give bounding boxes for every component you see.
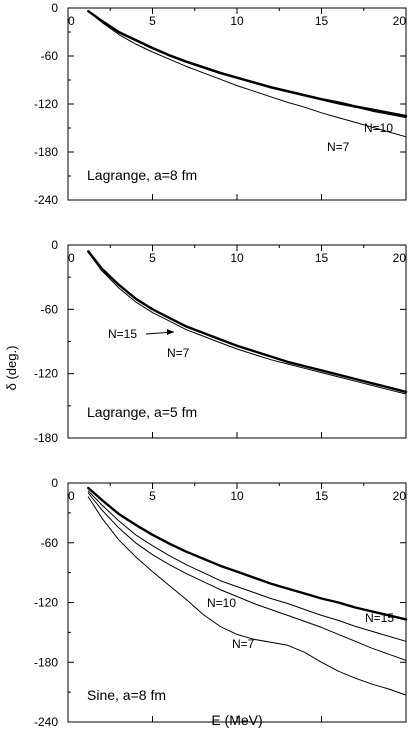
curve-label: N=7	[167, 346, 190, 360]
x-tick-label: 10	[230, 489, 244, 503]
curve-label: N=15	[365, 611, 394, 625]
panel-annotation: Sine, a=8 fm	[87, 687, 166, 703]
x-tick-label: 15	[315, 251, 329, 265]
curve-label: N=15	[108, 327, 137, 341]
y-tick-label: -180	[34, 655, 58, 669]
x-tick-label: 15	[315, 14, 329, 28]
x-tick-label: 0	[68, 251, 75, 265]
series-line-converged	[87, 486, 408, 621]
y-tick-label: -180	[34, 145, 58, 159]
y-axis-label: δ (deg.)	[4, 346, 19, 391]
y-tick-label: -60	[41, 302, 59, 316]
series-line-n7	[87, 10, 407, 138]
curve-label: N=10	[207, 596, 236, 610]
x-tick-label: 15	[315, 489, 329, 503]
y-tick-label: -240	[34, 193, 58, 207]
chart-panel-1: 0 5 10 15 20 0 -60 -120 -180 -240 Lagrange, a=8 fm…	[34, 1, 408, 207]
x-tick-label: 0	[68, 489, 75, 503]
y-tick-label: 0	[51, 1, 58, 15]
series-line-n7	[87, 496, 407, 696]
chart-panel-3: 0 5 10 15 20 0 -60 -120 -180 -240 Sine, a=8 fm N=10…	[34, 476, 408, 729]
curve-label: N=10	[364, 121, 393, 135]
x-tick-label: 5	[149, 489, 156, 503]
series-line-n15	[87, 490, 407, 642]
y-tick-label: -60	[41, 536, 59, 550]
x-tick-label: 20	[393, 489, 407, 503]
series-line-n10	[87, 10, 407, 119]
curve-label: N=7	[327, 140, 350, 154]
series-line-n10	[87, 492, 407, 661]
y-tick-label: -180	[34, 431, 58, 445]
y-tick-label: -120	[34, 596, 58, 610]
series-line-n15	[87, 250, 408, 394]
curve-label: N=7	[232, 637, 255, 651]
y-tick-label: 0	[51, 238, 58, 252]
x-tick-label: 20	[393, 14, 407, 28]
series-line-converged	[87, 10, 408, 118]
x-tick-label: 20	[393, 251, 407, 265]
y-tick-label: -120	[34, 367, 58, 381]
y-tick-label: -120	[34, 97, 58, 111]
series-line-n7	[87, 252, 407, 395]
y-tick-label: -240	[34, 715, 58, 729]
panel-annotation: Lagrange, a=8 fm	[87, 167, 197, 183]
y-tick-label: -60	[41, 49, 59, 63]
panel-annotation: Lagrange, a=5 fm	[87, 404, 197, 420]
chart-panel-2: 0 5 10 15 20 0 -60 -120 -180 Lagrange, a=5 fm N=15…	[34, 238, 408, 445]
x-tick-label: 10	[230, 251, 244, 265]
x-tick-label: 5	[149, 251, 156, 265]
y-tick-label: 0	[51, 476, 58, 490]
x-tick-label: 10	[230, 14, 244, 28]
x-tick-label: 5	[149, 14, 156, 28]
arrow-head-icon	[167, 329, 174, 335]
x-tick-label: 0	[68, 14, 75, 28]
